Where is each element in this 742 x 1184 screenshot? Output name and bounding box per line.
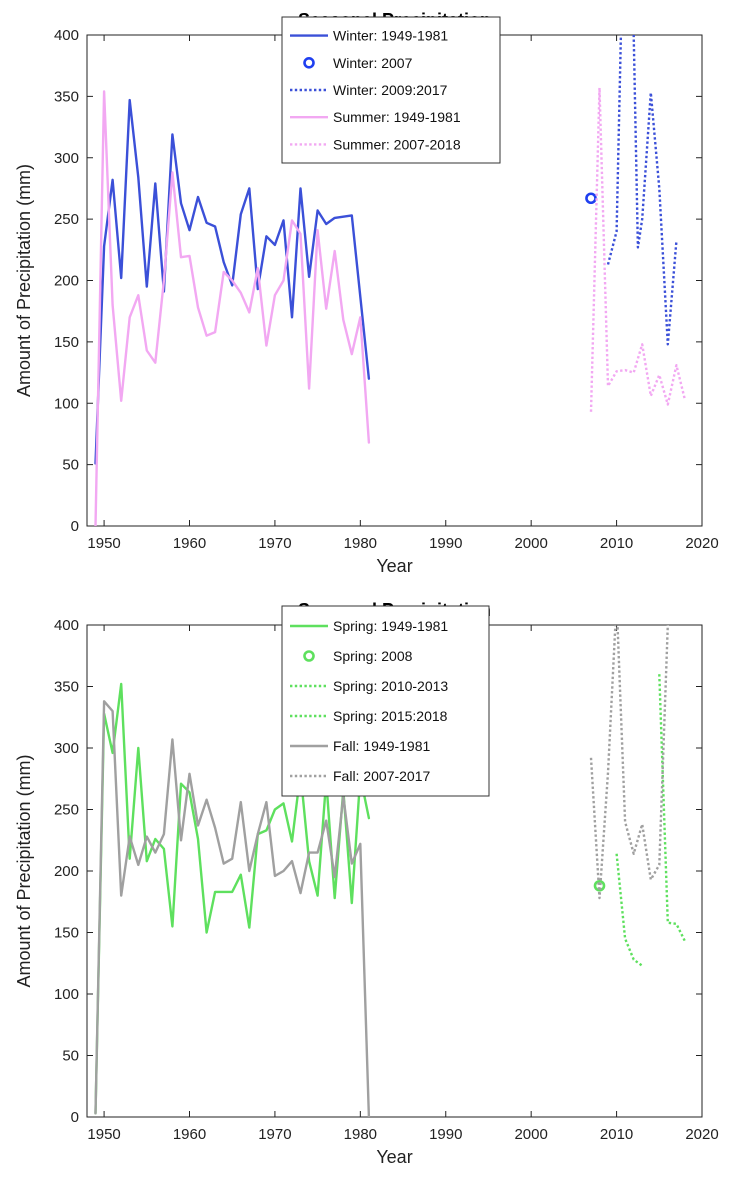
series-fall-2007-2017-line <box>589 625 670 900</box>
legend-label: Spring: 2008 <box>333 648 413 664</box>
x-tick-label: 1950 <box>87 1126 120 1143</box>
y-tick-label: 250 <box>54 211 79 228</box>
x-tick-label: 2010 <box>600 535 633 552</box>
y-tick-label: 100 <box>54 986 79 1003</box>
series-winter-2009-2017-line <box>606 35 678 346</box>
legend-label: Summer: 1949-1981 <box>333 109 461 125</box>
series-spring-1949-1981-line <box>94 682 371 1115</box>
x-tick-label: 1990 <box>429 535 462 552</box>
y-tick-label: 400 <box>54 617 79 634</box>
precipitation-chart-spring-fall: Seasonal Precipitation050100150200250300… <box>14 600 719 1167</box>
x-tick-label: 2020 <box>685 535 718 552</box>
x-tick-label: 1990 <box>429 1126 462 1143</box>
x-tick-label: 1960 <box>173 1126 206 1143</box>
series-group <box>94 625 686 1117</box>
x-tick-label: 1970 <box>258 535 291 552</box>
legend-label: Winter: 1949-1981 <box>333 28 448 44</box>
y-tick-label: 300 <box>54 740 79 757</box>
legend-label: Winter: 2007 <box>333 55 413 71</box>
legend-box <box>281 605 490 797</box>
series-group <box>94 35 687 526</box>
y-tick-label: 150 <box>54 925 79 942</box>
x-tick-label: 1980 <box>344 535 377 552</box>
y-tick-label: 300 <box>54 150 79 167</box>
legend-label: Winter: 2009:2017 <box>333 82 448 98</box>
x-tick-label: 2020 <box>685 1126 718 1143</box>
legend-swatch <box>303 56 315 69</box>
y-tick-label: 0 <box>71 518 79 535</box>
legend-label: Spring: 2010-2013 <box>333 678 448 694</box>
series-summer-1949-1981-line <box>94 90 371 526</box>
x-tick-label: 2000 <box>514 535 547 552</box>
legend: Winter: 1949-1981 Winter: 2007 Winter: 200… <box>281 16 501 164</box>
y-tick-label: 350 <box>54 679 79 696</box>
legend: Spring: 1949-1981 Spring: 2008 Spring: 201… <box>281 605 490 797</box>
y-tick-label: 400 <box>54 27 79 44</box>
y-tick-label: 50 <box>62 1048 79 1065</box>
series-winter-1949-1981-line <box>94 98 371 465</box>
legend-label: Fall: 1949-1981 <box>333 738 431 754</box>
x-tick-label: 2000 <box>514 1126 547 1143</box>
legend-label: Spring: 2015:2018 <box>333 708 448 724</box>
x-axis-label: Year <box>376 556 412 576</box>
legend-label: Fall: 2007-2017 <box>333 768 431 784</box>
x-tick-label: 1960 <box>173 535 206 552</box>
y-tick-label: 350 <box>54 88 79 105</box>
y-tick-label: 250 <box>54 802 79 819</box>
legend-box <box>281 16 501 164</box>
y-tick-label: 100 <box>54 395 79 412</box>
series-summer-2007-2018-line <box>589 86 687 412</box>
series-spring-2015-2018-line <box>658 674 686 942</box>
series-fall-1949-1981-line <box>94 700 371 1117</box>
legend-label: Spring: 1949-1981 <box>333 618 448 634</box>
x-tick-label: 1950 <box>87 535 120 552</box>
y-tick-label: 150 <box>54 334 79 351</box>
series-spring-2010-2013-line <box>615 853 643 967</box>
x-tick-label: 1980 <box>344 1126 377 1143</box>
series-spring-2008-point <box>593 879 606 892</box>
series-winter-2007-point <box>585 192 597 205</box>
y-tick-label: 50 <box>62 457 79 474</box>
x-tick-label: 1970 <box>258 1126 291 1143</box>
legend-label: Summer: 2007-2018 <box>333 136 461 152</box>
x-tick-label: 2010 <box>600 1126 633 1143</box>
y-tick-label: 0 <box>71 1109 79 1126</box>
y-axis-label: Amount of Precipitation (mm) <box>14 164 34 397</box>
x-axis-label: Year <box>376 1147 412 1167</box>
legend-swatch <box>303 650 315 662</box>
y-tick-label: 200 <box>54 273 79 290</box>
y-tick-label: 200 <box>54 863 79 880</box>
y-axis-label: Amount of Precipitation (mm) <box>14 754 34 987</box>
precipitation-chart-winter-summer: Seasonal Precipitation050100150200250300… <box>14 10 719 576</box>
